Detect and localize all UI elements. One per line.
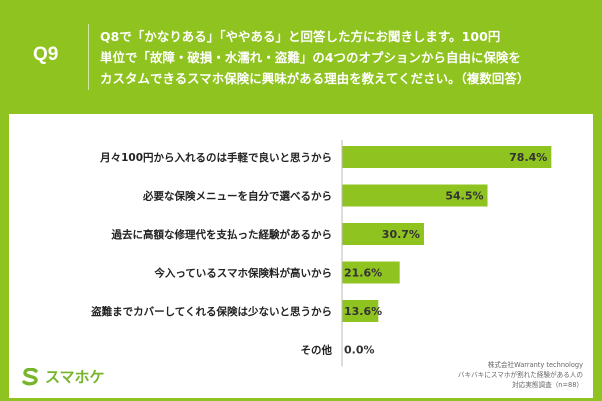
bar-chart: 月々100円から入れるのは手軽で良いと思うから 78.4% 必要な保険メニューを自分… <box>91 140 552 367</box>
value-label: 13.6% <box>344 305 382 318</box>
source-line: バキバキにスマホが割れた経験がある人の <box>457 371 583 379</box>
category-label: 過去に高額な修理代を支払った経験があるから <box>111 228 333 241</box>
question-line: 単位で「故障・破損・水濡れ・盗難」の4つのオプションから自由に保険を <box>100 50 521 65</box>
bar <box>342 146 552 168</box>
value-label: 30.7% <box>382 228 420 241</box>
question-line: Q8で「かなりある」「ややある」と回答した方にお聞きします。100円 <box>100 29 501 44</box>
category-label: 必要な保険メニューを自分で選べるから <box>142 190 332 203</box>
bar <box>342 184 488 207</box>
value-label: 0.0% <box>344 344 375 357</box>
value-label: 21.6% <box>344 267 382 280</box>
header-divider <box>88 24 89 90</box>
value-label: 54.5% <box>445 190 483 203</box>
question-number: Q9 <box>33 44 59 65</box>
source-line: 株式会社Warranty technology <box>487 361 583 369</box>
source-note: 株式会社Warranty technology バキバキにスマホが割れた経験があ… <box>458 360 583 390</box>
category-label: その他 <box>301 344 333 357</box>
question-line: カスタムできるスマホ保険に興味がある理由を教えてください。（複数回答） <box>100 71 530 86</box>
value-label: 78.4% <box>509 151 547 164</box>
brand-mark-icon <box>22 367 38 385</box>
question-header: Q9 Q8で「かなりある」「ややある」と回答した方にお聞きします。100円 単位… <box>0 0 602 104</box>
category-label: 月々100円から入れるのは手軽で良いと思うから <box>99 151 332 164</box>
bar <box>342 300 379 322</box>
brand-logo: スマホケ <box>21 366 105 387</box>
brand-name: スマホケ <box>45 368 105 386</box>
bar <box>342 223 424 245</box>
category-label: 今入っているスマホ保険料が高いから <box>153 267 332 280</box>
chart-panel: 月々100円から入れるのは手軽で良いと思うから 78.4% 必要な保険メニューを自分… <box>9 114 593 398</box>
question-text: Q8で「かなりある」「ややある」と回答した方にお聞きします。100円 単位で「故… <box>100 26 595 89</box>
source-line: 対応実態調査（n=88） <box>512 381 583 389</box>
bar <box>342 261 400 284</box>
category-label: 盗難までカバーしてくれる保険は少ないと思うから <box>91 305 332 318</box>
